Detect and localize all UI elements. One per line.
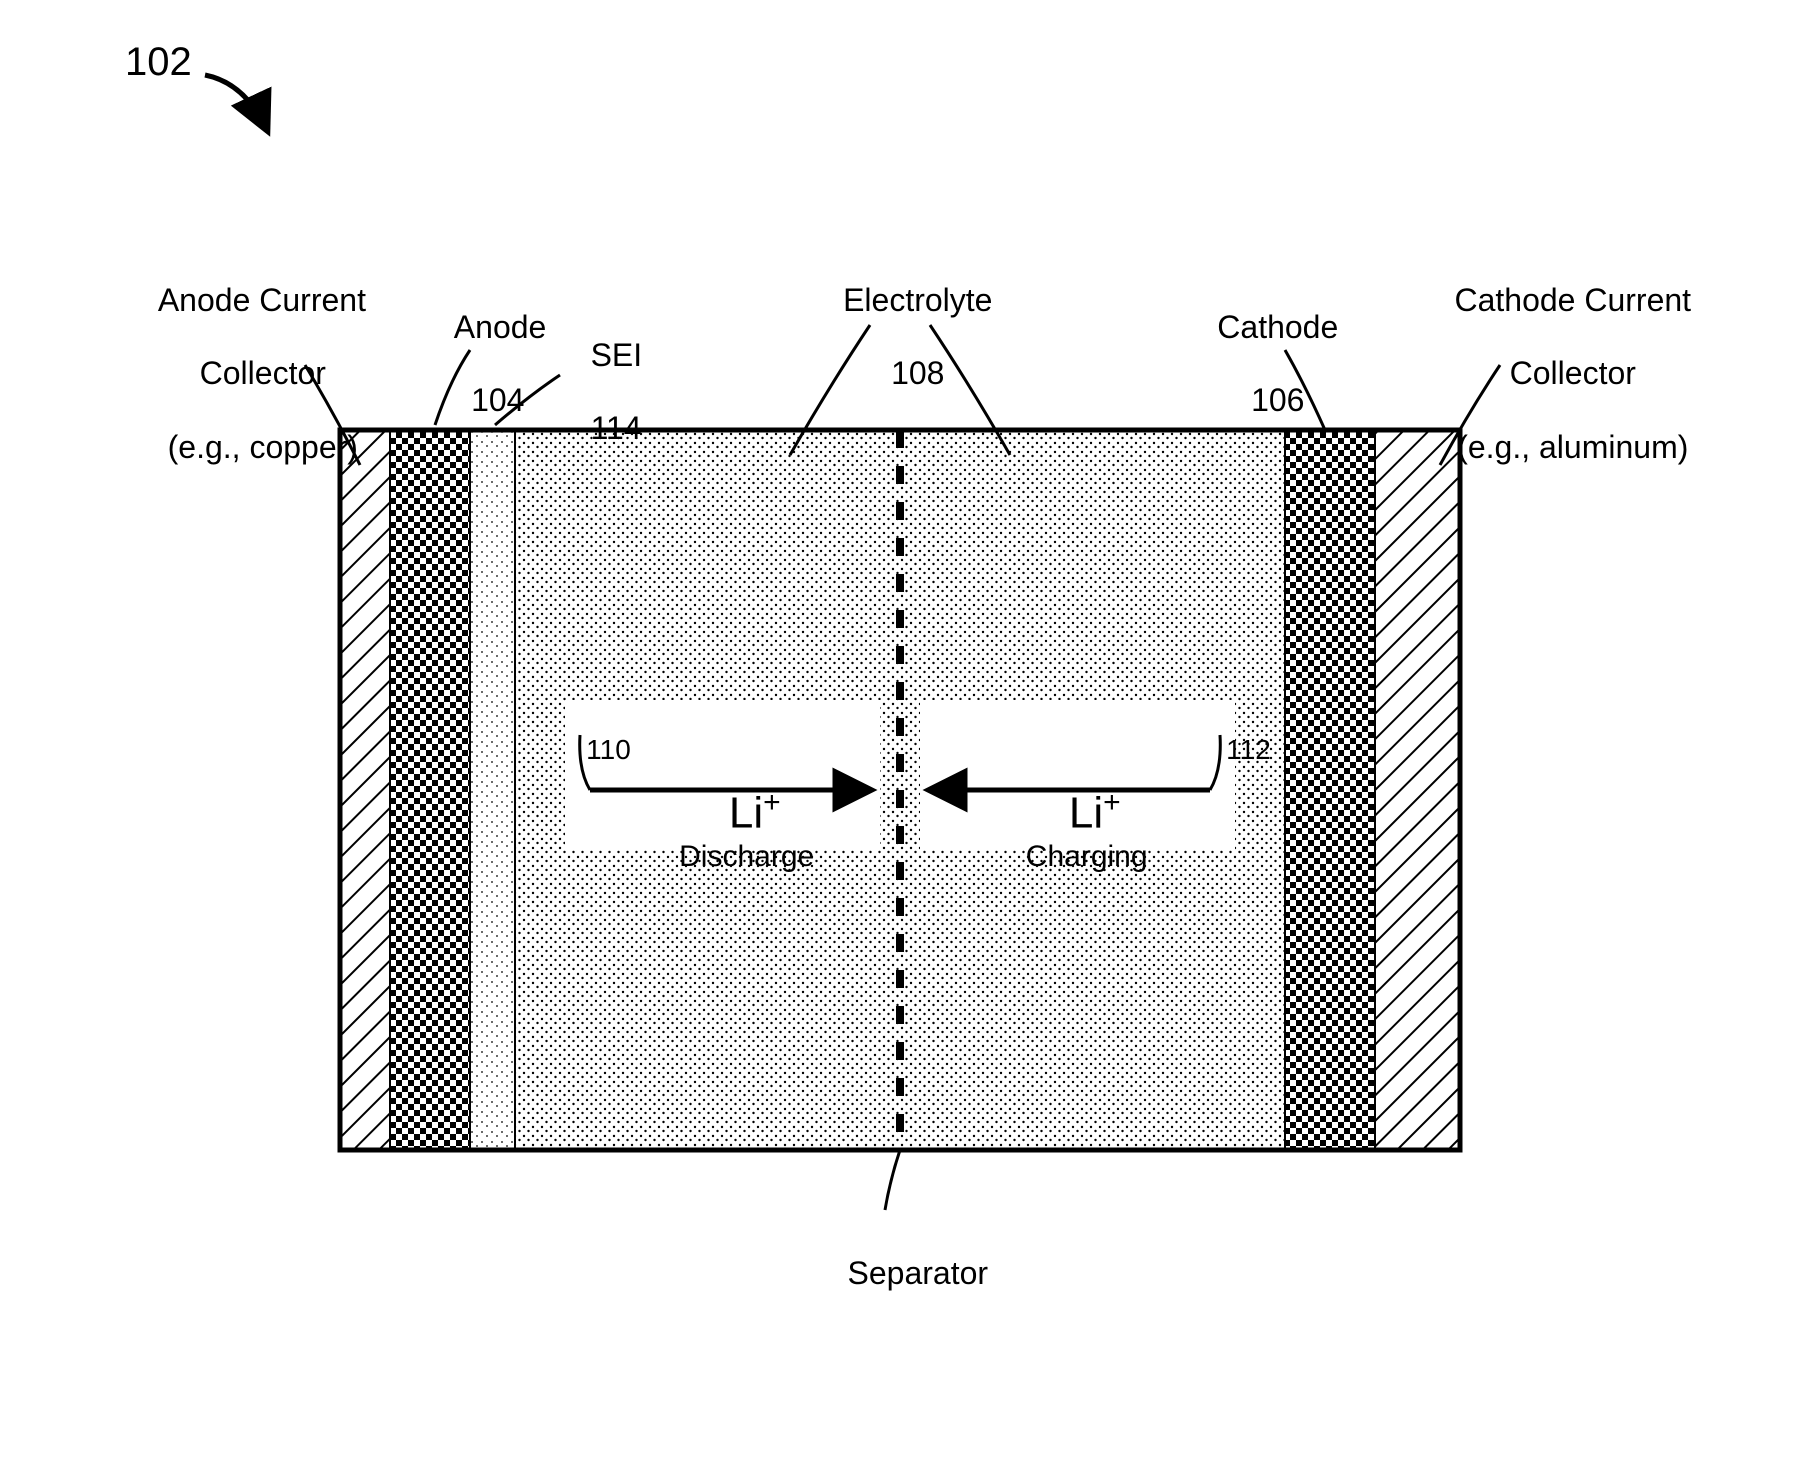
label-separator: Separator: [810, 1218, 990, 1328]
label-sei-l1: SEI: [591, 337, 643, 373]
figure-number: 102: [125, 40, 192, 85]
discharge-label: Discharge: [630, 805, 830, 909]
label-anode-cc-l2: Collector: [200, 355, 326, 391]
ref-110: 110: [555, 702, 631, 799]
label-cathode-l2: 106: [1251, 382, 1304, 418]
label-electrolyte: Electrolyte 108: [800, 245, 1000, 429]
label-cathode-cc-l2: Collector: [1510, 355, 1636, 391]
label-sei: SEI 114: [555, 300, 635, 484]
label-anode-cc-l3: (e.g., copper): [168, 429, 358, 465]
label-anode-cc-l1: Anode Current: [158, 282, 366, 318]
label-anode: Anode 104: [420, 272, 540, 456]
cathode-layer: [1285, 430, 1375, 1150]
ref-110-text: 110: [586, 734, 631, 765]
charging-label-text: Charging: [1026, 840, 1148, 873]
label-cathode: Cathode 106: [1180, 272, 1340, 456]
label-cathode-cc-l3: (e.g., aluminum): [1457, 429, 1688, 465]
sei-layer: [470, 430, 515, 1150]
label-anode-l1: Anode: [454, 309, 547, 345]
label-separator-text: Separator: [848, 1255, 989, 1291]
label-cathode-cc-l1: Cathode Current: [1454, 282, 1691, 318]
label-anode-cc: Anode Current Collector (e.g., copper): [95, 245, 395, 503]
figure-number-text: 102: [125, 40, 192, 84]
label-sei-l2: 114: [591, 410, 642, 446]
anode-layer: [390, 430, 470, 1150]
label-anode-l2: 104: [471, 382, 524, 418]
discharge-label-text: Discharge: [679, 840, 814, 873]
charging-label: Charging: [970, 805, 1170, 909]
anode-current-collector-layer: [340, 430, 390, 1150]
cathode-current-collector-layer: [1375, 430, 1460, 1150]
ref-112: 112: [1195, 702, 1271, 799]
ref-112-text: 112: [1226, 734, 1271, 765]
label-electrolyte-l2: 108: [891, 355, 944, 391]
leader-separator: [885, 1150, 900, 1210]
label-cathode-l1: Cathode: [1217, 309, 1338, 345]
label-electrolyte-l1: Electrolyte: [843, 282, 992, 318]
figure-number-arrow: [205, 75, 267, 130]
label-cathode-cc: Cathode Current Collector (e.g., aluminu…: [1395, 245, 1715, 503]
battery-cross-section-diagram: 102: [0, 0, 1817, 1484]
